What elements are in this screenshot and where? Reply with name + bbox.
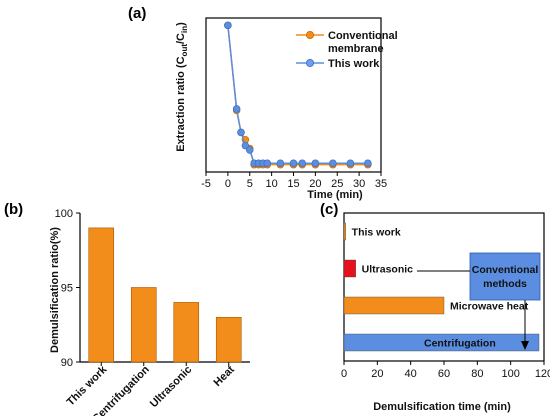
bar-centrifugation (130, 287, 157, 363)
data-point-this-work (329, 159, 337, 167)
data-point-this-work (298, 159, 307, 167)
panel-c-axes: 0 20 40 60 80 100 120 (341, 212, 550, 380)
panel-c-x-tick-label: 40 (405, 368, 417, 380)
data-point-this-work (224, 21, 232, 30)
legend-marker-this-work (305, 59, 314, 68)
panel-a-x-tick-label: 5 (247, 178, 253, 190)
panel-c-x-tick-label: 80 (471, 368, 483, 380)
data-point-this-work (311, 159, 320, 167)
conventional-methods-line1: Conventional (472, 264, 539, 276)
panel-a-x-tick-label: 35 (375, 178, 387, 190)
data-point-this-work (289, 159, 298, 167)
panel-b-y-tick-label: 95 (61, 283, 73, 295)
conventional-methods-box (469, 252, 541, 301)
bar-this-work (88, 227, 115, 363)
panel-c-x-tick-label: 100 (501, 368, 519, 380)
panel-a-label: (a) (128, 5, 146, 22)
bar-label-centrifugation: Centrifugation (424, 338, 496, 350)
panel-a-x-tick-label: 20 (309, 178, 321, 190)
bar-ultrasonic (173, 302, 200, 363)
data-point-this-work (246, 146, 254, 154)
legend-label-conventional-line1: Conventional (328, 30, 398, 42)
data-point-this-work (364, 159, 372, 167)
legend-marker-conventional (305, 30, 314, 39)
panel-c-x-tick-label: 20 (371, 368, 383, 380)
panel-b-category-label: This work (65, 363, 110, 408)
bar-label-microwave-heat: Microwave heat (450, 301, 529, 313)
data-point-this-work (241, 141, 250, 150)
panel-a-x-tick-label: -5 (201, 178, 211, 190)
bar-label-this-work: This work (352, 227, 401, 239)
data-point-this-work (276, 159, 285, 167)
data-point-this-work (346, 159, 355, 167)
data-point-this-work (263, 159, 272, 167)
bar-label-ultrasonic: Ultrasonic (362, 264, 414, 276)
panel-a-x-tick-label: 0 (225, 178, 231, 190)
panel-b-y-axis-title: Demulsification ratio(%) (49, 227, 61, 353)
bar-centrifugation (343, 333, 540, 352)
panel-c-x-tick-label: 120 (535, 368, 550, 380)
panel-a: (a) -5 0 5 10 15 20 25 30 35 Time (min) Extracti… (128, 5, 398, 201)
data-point-this-work (232, 105, 241, 113)
panel-c-label: (c) (320, 201, 338, 218)
bar-heat (215, 316, 242, 363)
panel-b-category-label: Ultrasonic (148, 364, 195, 411)
panel-a-y-axis-title: Extraction ratio (Cout/Cin) (175, 22, 189, 152)
panel-a-x-tick-label: 25 (331, 178, 343, 190)
panel-a-x-tick-label: 30 (353, 178, 365, 190)
bar-this-work (343, 222, 346, 241)
panel-c-bars: This work Ultrasonic Microwave heat Centrif… (343, 222, 540, 352)
panel-c: (c) 0 20 40 60 80 100 120 This work Ultrasonic M… (320, 201, 550, 413)
panel-a-series (224, 21, 372, 169)
legend-label-conventional-line2: membrane (328, 43, 384, 55)
panel-c-x-tick-label: 0 (341, 368, 347, 380)
panel-c-x-tick-label: 60 (438, 368, 450, 380)
bar-ultrasonic (343, 259, 356, 278)
legend-label-this-work: This work (328, 58, 380, 70)
callout-arrow-head (521, 341, 529, 350)
panel-a-x-tick-label: 10 (266, 178, 278, 190)
panel-b-y-tick-label: 100 (55, 208, 73, 220)
panel-a-x-tick-label: 15 (287, 178, 299, 190)
panel-c-callout: Conventional methods (417, 252, 541, 350)
panel-c-x-axis-title: Demulsification time (min) (373, 401, 511, 413)
panel-a-x-axis-title: Time (min) (307, 189, 363, 201)
panel-b-label: (b) (4, 201, 23, 218)
data-point-this-work (237, 128, 245, 137)
panel-b-y-tick-label: 90 (61, 357, 73, 369)
bar-microwave-heat (343, 296, 445, 315)
conventional-methods-line2: methods (483, 278, 527, 290)
panel-b-category-label: Heat (212, 363, 238, 389)
panel-b-bars (88, 227, 242, 363)
panel-a-axes: -5 0 5 10 15 20 25 30 35 (201, 17, 387, 190)
panel-a-legend: Conventional membrane This work (296, 30, 398, 70)
